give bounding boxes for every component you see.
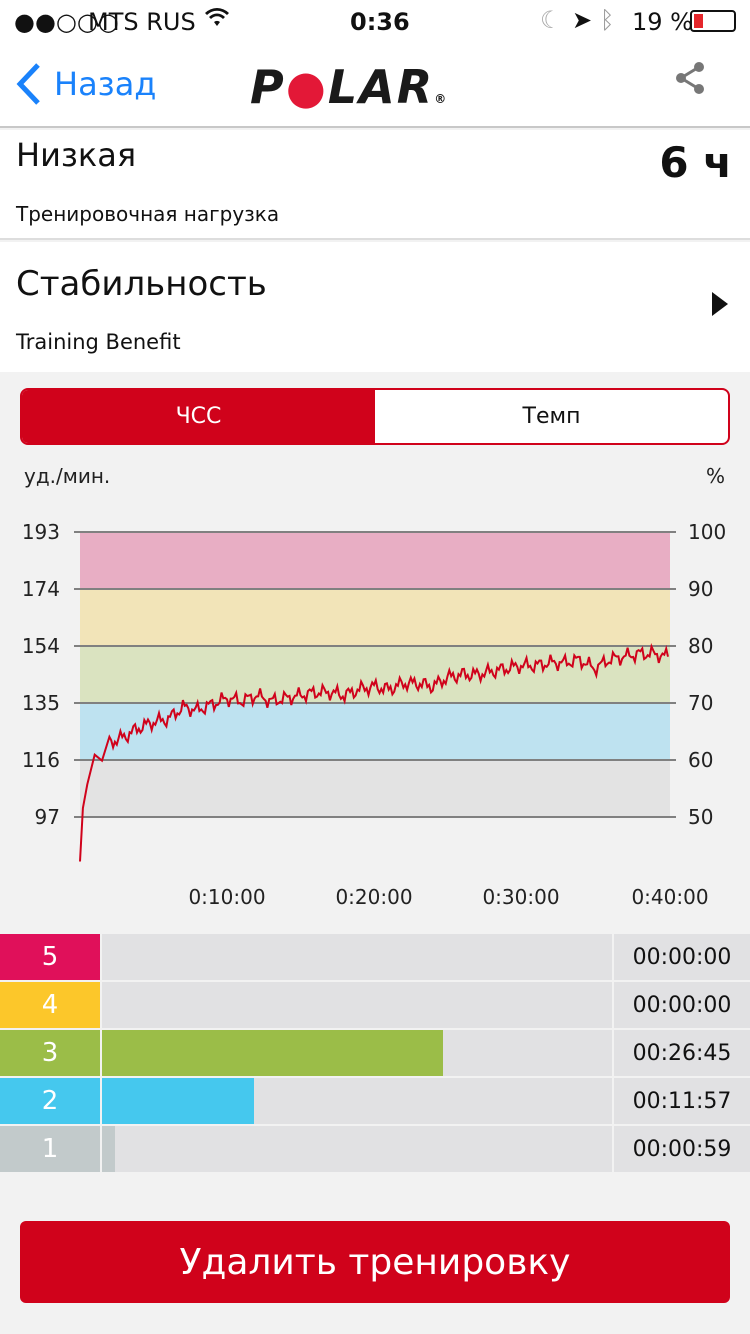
x-tick-label: 0:20:00 — [335, 885, 412, 909]
y2-tick-label: 60 — [688, 748, 713, 772]
x-tick-label: 0:30:00 — [482, 885, 559, 909]
zone-bar-track — [102, 934, 612, 980]
x-tick-label: 0:10:00 — [188, 885, 265, 909]
training-benefit-row[interactable]: Стабильность Training Benefit — [0, 242, 750, 372]
zone-band-4 — [80, 589, 670, 647]
status-bar: ●●○○○ MTS RUS 0:36 ☾ ➤ ᛒ 19 % — [0, 0, 750, 42]
y-tick-label: 193 — [22, 520, 60, 544]
zone-number: 1 — [0, 1126, 100, 1172]
polar-logo: P●LAR® — [250, 60, 449, 114]
benefit-label: Training Benefit — [16, 330, 181, 354]
load-value: 6 ч — [659, 138, 732, 187]
y2-tick-label: 50 — [688, 805, 713, 829]
delete-training-button[interactable]: Удалить тренировку — [20, 1221, 730, 1303]
y-tick-label: 154 — [22, 634, 60, 658]
zone-number: 4 — [0, 982, 100, 1028]
hr-line — [79, 643, 669, 862]
zone-bar-track — [102, 1126, 612, 1172]
wifi-icon — [204, 6, 230, 34]
chevron-left-icon — [16, 63, 40, 105]
carrier: MTS RUS — [88, 8, 196, 36]
load-label: Тренировочная нагрузка — [16, 202, 280, 226]
battery-percent: 19 % — [632, 8, 693, 36]
hr-chart: 193 100 174 90 154 80 135 70 116 60 97 50 0:10:00 0:2… — [22, 520, 726, 909]
y-axis-label: уд./мин. — [24, 464, 111, 488]
chart-type-toggle: ЧСС Темп — [20, 388, 730, 445]
clock: 0:36 — [350, 8, 410, 36]
zone-row-5: 5 00:00:00 — [0, 934, 750, 980]
zone-row-1: 1 00:00:59 — [0, 1126, 750, 1172]
tab-hr[interactable]: ЧСС — [22, 390, 375, 443]
zone-time: 00:00:00 — [614, 934, 750, 980]
zone-bar-fill — [102, 1030, 444, 1076]
zone-number: 2 — [0, 1078, 100, 1124]
y2-tick-label: 100 — [688, 520, 726, 544]
share-icon[interactable] — [672, 60, 708, 96]
nav-bar: Назад P●LAR® — [0, 42, 750, 128]
tab-pace[interactable]: Темп — [522, 404, 581, 429]
zone-bar-fill — [102, 1126, 115, 1172]
training-load-section: Низкая 6 ч Тренировочная нагрузка — [0, 130, 750, 240]
zone-bar-fill — [102, 1078, 255, 1124]
zone-band-1 — [80, 761, 670, 817]
zone-number: 5 — [0, 934, 100, 980]
back-button[interactable]: Назад — [14, 62, 156, 106]
signal-icon: ●●○○○ — [14, 8, 119, 36]
zone-bar-track — [102, 982, 612, 1028]
zone-row-4: 4 00:00:00 — [0, 982, 750, 1028]
chevron-right-icon — [712, 292, 728, 316]
zone-band-5 — [80, 532, 670, 589]
y-tick-label: 97 — [35, 805, 60, 829]
zone-time: 00:00:59 — [614, 1126, 750, 1172]
zone-bar-track — [102, 1030, 612, 1076]
benefit-title: Стабильность — [16, 264, 267, 304]
y-tick-label: 135 — [22, 691, 60, 715]
zone-band-3 — [80, 646, 670, 704]
zone-row-3: 3 00:26:45 — [0, 1030, 750, 1076]
y-tick-label: 174 — [22, 577, 60, 601]
x-tick-label: 0:40:00 — [631, 885, 708, 909]
zone-number: 3 — [0, 1030, 100, 1076]
battery-icon — [690, 10, 736, 32]
load-level: Низкая — [16, 136, 137, 174]
y-tick-label: 116 — [22, 748, 60, 772]
moon-icon: ☾ — [540, 6, 562, 34]
y2-tick-label: 80 — [688, 634, 713, 658]
y2-axis-label: % — [706, 464, 726, 488]
bluetooth-icon: ᛒ — [600, 6, 615, 34]
zone-time: 00:00:00 — [614, 982, 750, 1028]
zone-band-2 — [80, 703, 670, 762]
zone-time: 00:26:45 — [614, 1030, 750, 1076]
y2-tick-label: 70 — [688, 691, 713, 715]
zone-row-2: 2 00:11:57 — [0, 1078, 750, 1124]
zone-bar-track — [102, 1078, 612, 1124]
y2-tick-label: 90 — [688, 577, 713, 601]
zone-time: 00:11:57 — [614, 1078, 750, 1124]
location-icon: ➤ — [572, 6, 593, 34]
